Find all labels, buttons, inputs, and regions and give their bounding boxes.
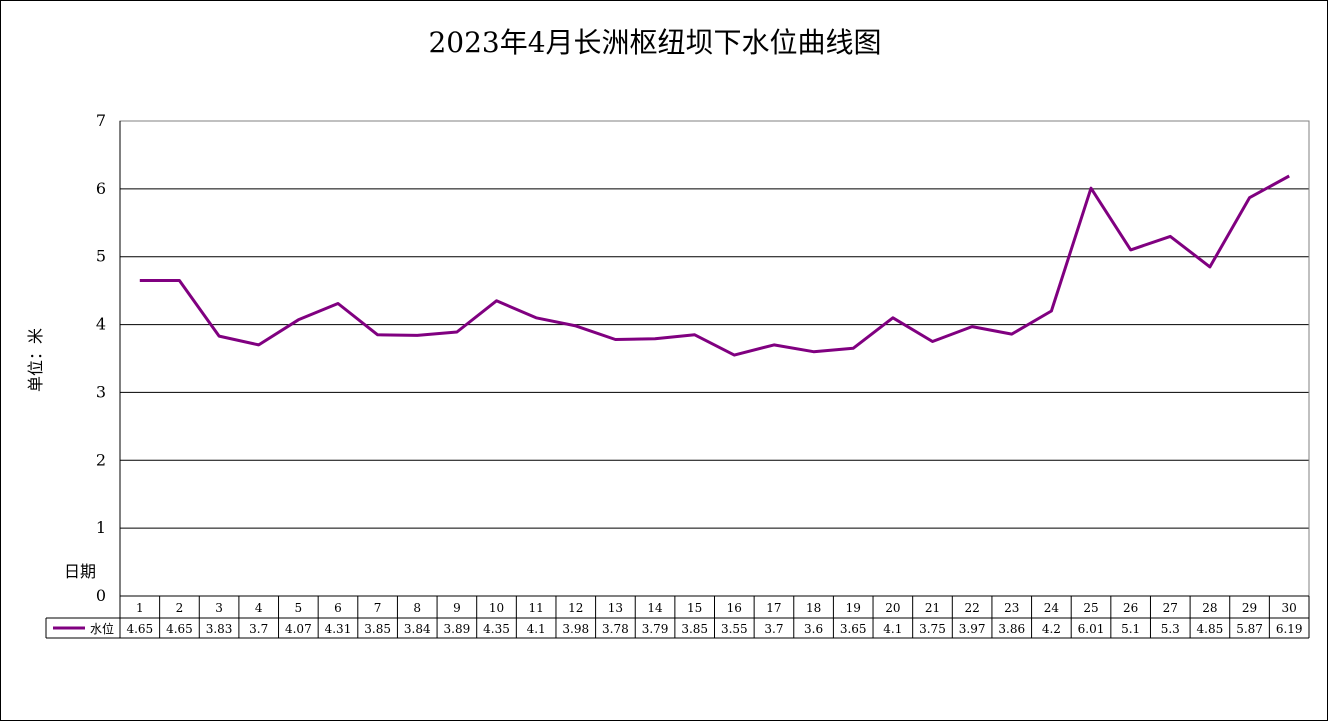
- x-tick-label: 30: [1282, 601, 1297, 615]
- data-label: 5.3: [1161, 622, 1180, 636]
- y-tick-label: 7: [96, 111, 106, 130]
- data-label: 5.87: [1236, 622, 1263, 636]
- y-tick-label: 4: [96, 315, 106, 334]
- x-tick-label: 22: [964, 601, 979, 615]
- x-tick-label: 27: [1163, 601, 1178, 615]
- x-tick-label: 12: [568, 601, 583, 615]
- y-axis-ticks: 0 1 2 3 4 5 6 7: [96, 111, 106, 605]
- data-label: 3.97: [959, 622, 986, 636]
- y-axis-title: 单位：米: [26, 328, 45, 392]
- x-tick-label: 9: [453, 601, 461, 615]
- data-label: 3.85: [364, 622, 391, 636]
- data-label: 3.55: [721, 622, 748, 636]
- data-label: 3.65: [840, 622, 867, 636]
- data-label: 3.85: [681, 622, 708, 636]
- x-tick-label: 13: [608, 601, 623, 615]
- data-label: 3.78: [602, 622, 629, 636]
- x-tick-label: 25: [1083, 601, 1098, 615]
- data-label: 4.35: [483, 622, 510, 636]
- series-line-group: [139, 174, 1290, 357]
- data-label: 3.89: [444, 622, 471, 636]
- y-tick-label: 0: [96, 586, 106, 605]
- x-tick-label: 10: [489, 601, 504, 615]
- x-tick-label: 28: [1202, 601, 1217, 615]
- x-tick-label: 19: [846, 601, 861, 615]
- data-label: 4.1: [527, 622, 546, 636]
- x-tick-label: 29: [1242, 601, 1257, 615]
- gridlines: [119, 120, 1310, 597]
- x-tick-label: 16: [727, 601, 742, 615]
- x-tick-label: 20: [885, 601, 900, 615]
- legend-label: 水位: [90, 621, 114, 636]
- y-tick-label: 5: [96, 247, 106, 266]
- y-tick-label: 1: [96, 518, 106, 537]
- y-tick-label: 3: [96, 382, 106, 401]
- x-axis-title: 日期: [64, 562, 96, 581]
- plot-area: [119, 120, 1310, 597]
- data-label: 6.19: [1276, 622, 1303, 636]
- x-tick-label: 26: [1123, 601, 1138, 615]
- data-label: 4.2: [1042, 622, 1061, 636]
- data-label: 3.6: [804, 622, 823, 636]
- x-tick-label: 11: [529, 601, 544, 615]
- x-tick-label: 7: [374, 601, 382, 615]
- data-table: 1 2 3 4 5 6 7 8 9 10 11 12 13 14 15 16 17 18 19 20 21 22 23 24 2…: [45, 595, 1310, 639]
- data-label: 3.79: [642, 622, 669, 636]
- data-label: 6.01: [1078, 622, 1105, 636]
- data-label: 4.65: [126, 622, 153, 636]
- data-label: 3.86: [998, 622, 1025, 636]
- data-label: 3.98: [562, 622, 589, 636]
- x-tick-label: 1: [136, 601, 144, 615]
- data-label: 4.07: [285, 622, 312, 636]
- series-line-water-level: [139, 174, 1290, 357]
- data-label: 4.85: [1197, 622, 1224, 636]
- x-tick-label: 21: [925, 601, 940, 615]
- x-tick-label: 17: [766, 601, 781, 615]
- x-tick-label: 5: [295, 601, 303, 615]
- x-tick-label: 15: [687, 601, 702, 615]
- x-tick-label: 23: [1004, 601, 1019, 615]
- x-tick-label: 3: [215, 601, 223, 615]
- x-tick-label: 8: [413, 601, 421, 615]
- x-tick-label: 6: [334, 601, 342, 615]
- data-label: 3.75: [919, 622, 946, 636]
- data-label: 5.1: [1121, 622, 1140, 636]
- x-tick-label: 2: [176, 601, 184, 615]
- data-label: 4.1: [883, 622, 902, 636]
- x-tick-label: 4: [255, 601, 263, 615]
- data-label: 3.83: [206, 622, 233, 636]
- x-tick-label: 18: [806, 601, 821, 615]
- data-label: 3.7: [249, 622, 268, 636]
- data-label: 3.7: [764, 622, 783, 636]
- chart-title: 2023年4月长洲枢纽坝下水位曲线图: [428, 26, 881, 59]
- y-tick-label: 6: [96, 179, 106, 198]
- y-tick-label: 2: [96, 450, 106, 469]
- x-tick-label: 14: [647, 601, 663, 615]
- data-label: 3.84: [404, 622, 431, 636]
- data-label: 4.31: [325, 622, 352, 636]
- x-tick-label: 24: [1044, 601, 1060, 615]
- data-label: 4.65: [166, 622, 193, 636]
